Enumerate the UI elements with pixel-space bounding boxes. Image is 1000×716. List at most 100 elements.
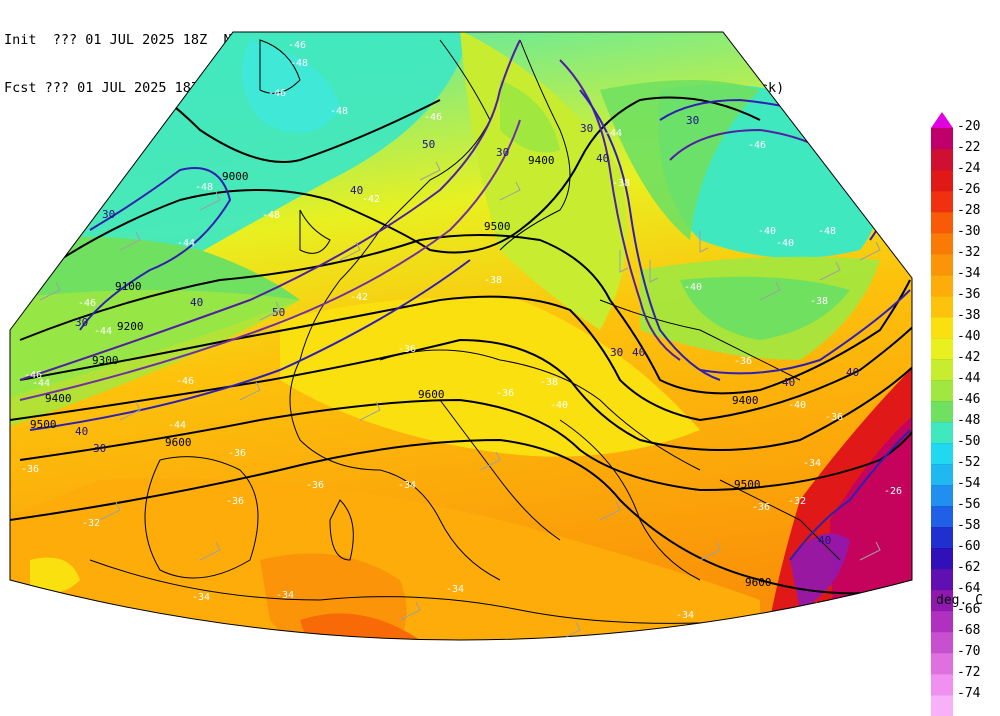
temp-label: -48 <box>818 226 836 237</box>
temp-label: -48 <box>262 210 280 221</box>
height-label: 9400 <box>528 154 555 167</box>
colorbar-label: -34 <box>957 266 981 281</box>
colorbar-segment <box>931 212 953 233</box>
wind-label: 30 <box>75 316 88 329</box>
wind-label: 50 <box>422 138 435 151</box>
colorbar-label: -54 <box>957 476 981 491</box>
colorbar-segment <box>931 359 953 380</box>
height-label-group: 9000 9100 9200 9300 9400 9500 9600 9400 … <box>30 154 772 589</box>
colorbar-label: -74 <box>957 686 981 701</box>
temp-label: -36 <box>398 344 416 355</box>
temp-label: -42 <box>350 292 368 303</box>
colorbar-label: -46 <box>957 392 981 407</box>
temp-label: -34 <box>676 610 694 621</box>
colorbar-segment <box>931 548 953 569</box>
height-label: 9400 <box>45 392 72 405</box>
colorbar-arrow-icon <box>931 112 953 128</box>
height-label: 9400 <box>732 394 759 407</box>
height-label: 9000 <box>222 170 249 183</box>
temp-label: -48 <box>290 58 308 69</box>
wind-label-group: 30 40 50 30 40 30 40 30 40 30 40 50 30 4… <box>75 114 859 547</box>
wind-label: 30 <box>102 208 115 221</box>
temp-label: -46 <box>424 112 442 123</box>
temp-label: -44 <box>94 326 112 337</box>
temp-label: -34 <box>446 584 464 595</box>
colorbar-segment <box>931 485 953 506</box>
temp-label: -46 <box>268 88 286 99</box>
wind-label: 40 <box>190 296 203 309</box>
colorbar-segment <box>931 128 953 149</box>
temp-label: -42 <box>362 194 380 205</box>
wind-label: 40 <box>632 346 645 359</box>
colorbar-units: deg. C <box>936 593 983 608</box>
temp-label: -36 <box>825 412 843 423</box>
temp-label: -44 <box>32 378 50 389</box>
colorbar-label: -26 <box>957 182 981 197</box>
temp-label: -40 <box>776 238 794 249</box>
colorbar-label: -36 <box>957 287 981 302</box>
temp-label: -38 <box>484 275 502 286</box>
temp-label: -32 <box>788 496 806 507</box>
map-border <box>9 31 913 641</box>
colorbar-label: -20 <box>957 119 981 134</box>
temp-label: -46 <box>748 140 766 151</box>
colorbar-label: -70 <box>957 644 981 659</box>
colorbar-segment <box>931 527 953 548</box>
height-label: 9500 <box>30 418 57 431</box>
colorbar-segment <box>931 569 953 590</box>
temp-label: -36 <box>226 496 244 507</box>
colorbar-segment <box>931 464 953 485</box>
colorbar-label: -68 <box>957 623 981 638</box>
wind-label: 50 <box>272 306 285 319</box>
temp-label: -34 <box>398 480 416 491</box>
colorbar-segment <box>931 422 953 443</box>
wind-label: 40 <box>782 376 795 389</box>
colorbar-label: -56 <box>957 497 981 512</box>
height-label: 9500 <box>734 478 761 491</box>
height-label: 9600 <box>745 576 772 589</box>
weather-map: 9000 9100 9200 9300 9400 9500 9600 9400 … <box>9 31 913 659</box>
wind-label: 30 <box>496 146 509 159</box>
temp-label: -40 <box>684 282 702 293</box>
wind-label: 40 <box>350 184 363 197</box>
wind-label: 40 <box>75 425 88 438</box>
colorbar-segment <box>931 674 953 695</box>
colorbar-label: -48 <box>957 413 981 428</box>
colorbar-segment <box>931 317 953 338</box>
colorbar-segment <box>931 611 953 632</box>
colorbar-label: -32 <box>957 245 981 260</box>
temp-label: -36 <box>496 388 514 399</box>
height-label: 9600 <box>165 436 192 449</box>
colorbar-label: -52 <box>957 455 981 470</box>
colorbar-segment <box>931 149 953 170</box>
temp-label: -46 <box>24 370 42 381</box>
temp-label: -36 <box>734 356 752 367</box>
colorbar-segment <box>931 632 953 653</box>
colorbar-segment <box>931 380 953 401</box>
temp-label: -36 <box>228 448 246 459</box>
temp-label: -44 <box>168 420 186 431</box>
colorbar <box>931 112 953 716</box>
temp-label: -44 <box>177 238 195 249</box>
colorbar-segment <box>931 443 953 464</box>
wind-label: 30 <box>93 442 106 455</box>
colorbar-label: -66 <box>957 602 981 617</box>
colorbar-segments <box>931 128 953 716</box>
colorbar-label: -22 <box>957 140 981 155</box>
height-label: 9600 <box>418 388 445 401</box>
temp-label: -46 <box>78 298 96 309</box>
height-label: 9100 <box>115 280 142 293</box>
colorbar-segment <box>931 170 953 191</box>
temp-label: -40 <box>550 400 568 411</box>
temp-label: -40 <box>788 400 806 411</box>
colorbar-segment <box>931 695 953 716</box>
temp-label: -40 <box>758 226 776 237</box>
wind-label: 30 <box>580 122 593 135</box>
temp-label: -36 <box>21 464 39 475</box>
colorbar-label: -58 <box>957 518 981 533</box>
height-label: 9200 <box>117 320 144 333</box>
colorbar-label: -42 <box>957 350 981 365</box>
temp-label: -46 <box>288 40 306 51</box>
temp-label: -34 <box>803 458 821 469</box>
colorbar-segment <box>931 254 953 275</box>
